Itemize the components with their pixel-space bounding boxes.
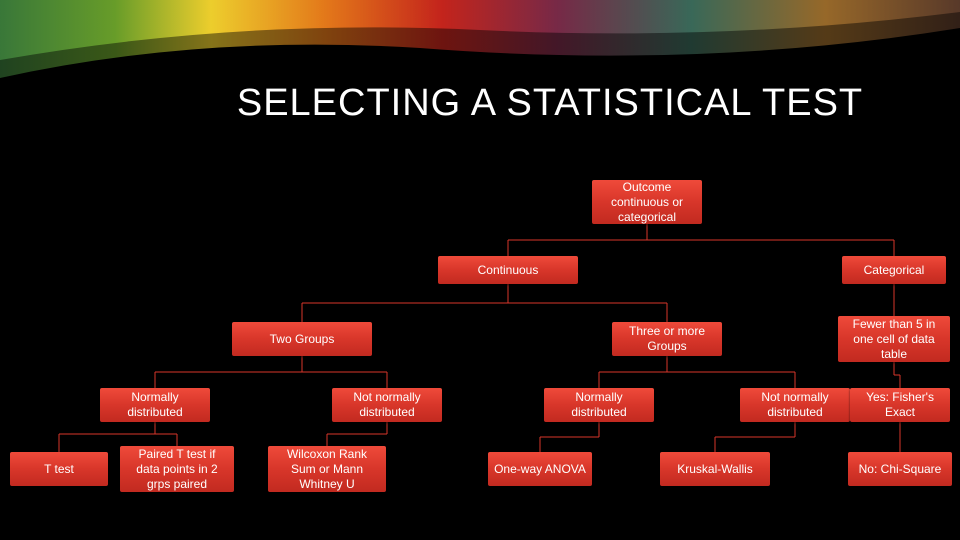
node-wilcoxon: Wilcoxon Rank Sum or Mann Whitney U	[268, 446, 386, 492]
node-categorical: Categorical	[842, 256, 946, 284]
node-fewer5: Fewer than 5 in one cell of data table	[838, 316, 950, 362]
node-paired_t: Paired T test if data points in 2 grps p…	[120, 446, 234, 492]
node-norm2: Normally distributed	[544, 388, 654, 422]
node-fisher: Yes: Fisher's Exact	[850, 388, 950, 422]
node-continuous: Continuous	[438, 256, 578, 284]
node-anova: One-way ANOVA	[488, 452, 592, 486]
rainbow-strip	[0, 0, 960, 78]
node-notnorm1: Not normally distributed	[332, 388, 442, 422]
node-chisq: No: Chi-Square	[848, 452, 952, 486]
node-kruskal: Kruskal-Wallis	[660, 452, 770, 486]
node-root: Outcome continuous or categorical	[592, 180, 702, 224]
node-notnorm2: Not normally distributed	[740, 388, 850, 422]
page-title: SELECTING A STATISTICAL TEST	[0, 82, 960, 125]
node-norm1: Normally distributed	[100, 388, 210, 422]
node-ttest: T test	[10, 452, 108, 486]
node-two_groups: Two Groups	[232, 322, 372, 356]
node-three_more: Three or more Groups	[612, 322, 722, 356]
